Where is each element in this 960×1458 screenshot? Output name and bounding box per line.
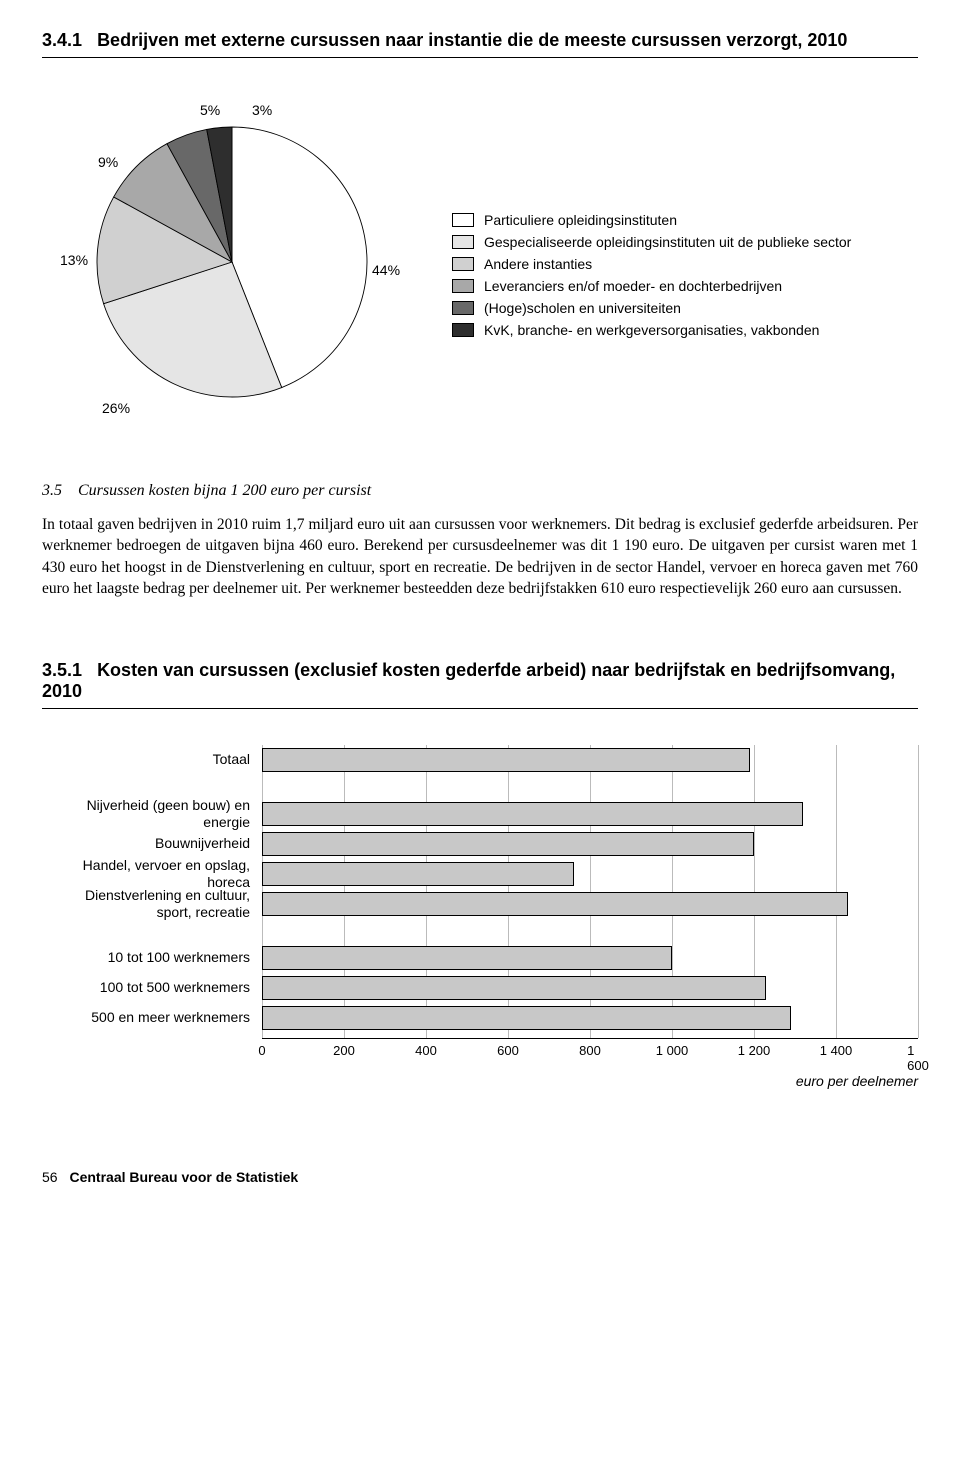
bar-label: Totaal <box>42 745 262 775</box>
pie-legend: Particuliere opleidingsinstituten Gespeci… <box>452 212 851 344</box>
bar <box>262 802 803 826</box>
page-number: 56 <box>42 1169 58 1185</box>
pie-chart: 44% 26% 13% 9% 5% 3% <box>42 82 422 442</box>
legend-text: (Hoge)scholen en universiteiten <box>484 300 681 316</box>
pie-slice-label: 26% <box>102 400 130 416</box>
bar-chart: Totaal Nijverheid (geen bouw) en energieB… <box>42 745 918 1089</box>
legend-swatch <box>452 323 474 337</box>
legend-swatch <box>452 213 474 227</box>
tick-label: 200 <box>333 1043 355 1058</box>
page-footer: 56 Centraal Bureau voor de Statistiek <box>42 1169 298 1185</box>
bar-label: 500 en meer werknemers <box>42 1003 262 1033</box>
tick-label: 1 600 <box>907 1043 929 1073</box>
sec2-num: 3.5.1 <box>42 660 82 680</box>
bar <box>262 976 766 1000</box>
bar-label: Bouwnijverheid <box>42 829 262 859</box>
tick-label: 0 <box>258 1043 265 1058</box>
subsection-3-5-heading: 3.5 Cursussen kosten bijna 1 200 euro pe… <box>42 482 918 500</box>
legend-row: Leveranciers en/of moeder- en dochterbed… <box>452 278 851 294</box>
legend-swatch <box>452 235 474 249</box>
legend-text: KvK, branche- en werkgeversorganisaties,… <box>484 322 819 338</box>
legend-swatch <box>452 301 474 315</box>
tick-label: 1 000 <box>656 1043 689 1058</box>
bar <box>262 832 754 856</box>
bar-label: Nijverheid (geen bouw) en energie <box>42 799 262 829</box>
pie-slice-label: 9% <box>98 154 118 170</box>
legend-text: Gespecialiseerde opleidingsinstituten ui… <box>484 234 851 250</box>
pie-chart-block: 44% 26% 13% 9% 5% 3% Particuliere opleidingsi… <box>42 82 918 442</box>
body-paragraph: In totaal gaven bedrijven in 2010 ruim 1… <box>42 514 918 600</box>
bar-label: Dienstverlening en cultuur, sport, recre… <box>42 889 262 919</box>
legend-row: Particuliere opleidingsinstituten <box>452 212 851 228</box>
sec-text: Bedrijven met externe cursussen naar ins… <box>97 30 847 50</box>
legend-text: Leveranciers en/of moeder- en dochterbed… <box>484 278 782 294</box>
tick-label: 600 <box>497 1043 519 1058</box>
sub-num: 3.5 <box>42 482 62 499</box>
footer-source: Centraal Bureau voor de Statistiek <box>69 1169 298 1185</box>
section-3-5-1-title: 3.5.1 Kosten van cursussen (exclusief ko… <box>42 660 918 709</box>
pie-slice-label: 3% <box>252 102 272 118</box>
sec-num: 3.4.1 <box>42 30 82 50</box>
axis-title: euro per deelnemer <box>42 1073 918 1089</box>
legend-row: Andere instanties <box>452 256 851 272</box>
bar-label: 100 tot 500 werknemers <box>42 973 262 1003</box>
pie-slice-label: 44% <box>372 262 400 278</box>
legend-row: (Hoge)scholen en universiteiten <box>452 300 851 316</box>
bar <box>262 748 750 772</box>
bar <box>262 946 672 970</box>
legend-row: Gespecialiseerde opleidingsinstituten ui… <box>452 234 851 250</box>
x-axis: 02004006008001 0001 2001 4001 600 <box>262 1039 918 1061</box>
legend-swatch <box>452 279 474 293</box>
tick-label: 1 400 <box>820 1043 853 1058</box>
bar-label: 10 tot 100 werknemers <box>42 943 262 973</box>
legend-text: Particuliere opleidingsinstituten <box>484 212 677 228</box>
bar <box>262 1006 791 1030</box>
legend-row: KvK, branche- en werkgeversorganisaties,… <box>452 322 851 338</box>
legend-swatch <box>452 257 474 271</box>
pie-slice-label: 13% <box>60 252 88 268</box>
sec2-text: Kosten van cursussen (exclusief kosten g… <box>42 660 895 701</box>
section-3-4-1-title: 3.4.1 Bedrijven met externe cursussen na… <box>42 30 918 58</box>
tick-label: 800 <box>579 1043 601 1058</box>
sub-title: Cursussen kosten bijna 1 200 euro per cu… <box>78 482 371 499</box>
bar <box>262 862 574 886</box>
bar-label: Handel, vervoer en opslag, horeca <box>42 859 262 889</box>
tick-label: 400 <box>415 1043 437 1058</box>
bar <box>262 892 848 916</box>
tick-label: 1 200 <box>738 1043 771 1058</box>
pie-slice-label: 5% <box>200 102 220 118</box>
legend-text: Andere instanties <box>484 256 592 272</box>
